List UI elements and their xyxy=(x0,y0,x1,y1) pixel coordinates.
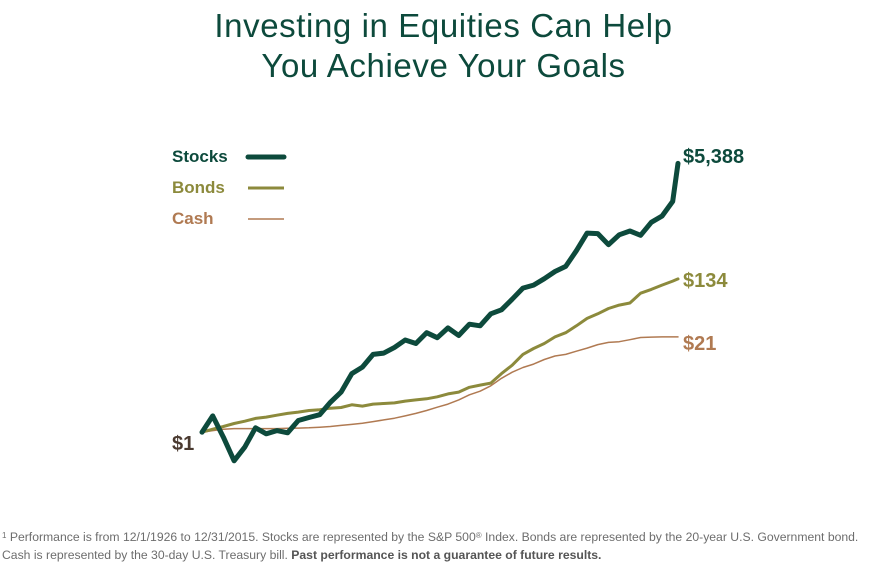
footnote-text: Performance is from 12/1/1926 to 12/31/2… xyxy=(6,530,476,544)
footnote-text-continued: Index. Bonds are represented by the 20-y… xyxy=(2,530,859,562)
bonds-end-label: $134 xyxy=(683,270,728,292)
cash-end-label: $21 xyxy=(683,333,716,355)
registered-mark: ® xyxy=(475,531,482,540)
stocks-line xyxy=(199,160,681,464)
bonds-line xyxy=(200,277,680,434)
legend-label-bonds: Bonds xyxy=(172,178,225,197)
stocks-end-label: $5,388 xyxy=(683,146,744,168)
legend: Stocks Bonds Cash xyxy=(172,147,287,228)
footnote-disclaimer: Past performance is not a guarantee of f… xyxy=(291,548,602,562)
start-value-label: $1 xyxy=(172,433,194,455)
value-labels: $1 $5,388 $134 $21 xyxy=(172,146,744,455)
series-layer xyxy=(199,160,681,464)
legend-label-stocks: Stocks xyxy=(172,147,228,166)
chart-title-line-2: You Achieve Your Goals xyxy=(261,47,626,84)
footnote: 1 Performance is from 12/1/1926 to 12/31… xyxy=(2,528,882,564)
legend-label-cash: Cash xyxy=(172,209,214,228)
chart-title-line-1: Investing in Equities Can Help xyxy=(214,7,673,44)
footnote-marker: 1 xyxy=(2,531,7,540)
cash-line xyxy=(201,336,679,433)
chart-title: Investing in Equities Can Help You Achie… xyxy=(0,6,887,86)
